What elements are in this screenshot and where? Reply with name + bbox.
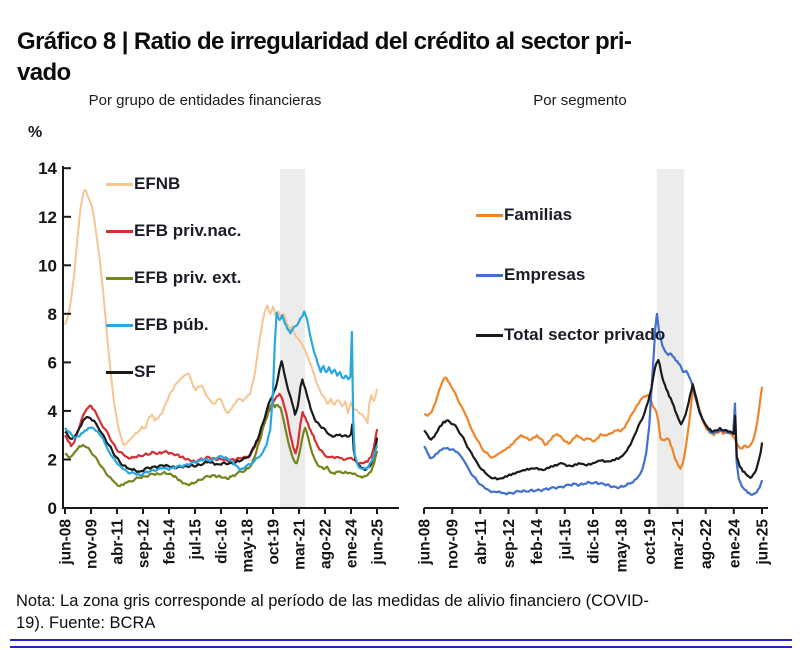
y-tick-label: 4 xyxy=(48,402,58,421)
x-tick-label: oct-19 xyxy=(266,519,283,565)
legend-item-efb-priv-ext: EFB priv. ext. xyxy=(106,267,241,289)
x-tick-label: jun-08 xyxy=(417,519,434,566)
legend-swatch-efb-pub xyxy=(106,323,133,327)
series-efb-priv-nac xyxy=(64,392,379,465)
x-tick-label: mar-21 xyxy=(670,519,687,570)
legend-swatch-efb-priv-nac xyxy=(106,229,133,233)
chart-title-line2: vado xyxy=(17,59,71,87)
legend-label-total-sector-privado: Total sector privado xyxy=(504,325,666,344)
y-tick-label: 2 xyxy=(48,451,57,470)
x-tick-label: nov-09 xyxy=(84,519,101,569)
legend-item-empresas: Empresas xyxy=(476,264,665,286)
series-familias xyxy=(423,376,764,470)
legend-item-efnb: EFNB xyxy=(106,173,241,195)
left-panel-title: Por grupo de entidades financieras xyxy=(88,92,322,109)
legend-item-sf: SF xyxy=(106,361,241,383)
x-tick-label: jun-08 xyxy=(58,519,75,566)
series-efb-pub xyxy=(64,310,379,477)
legend-segments: Familias Empresas Total sector privado xyxy=(476,204,665,346)
x-tick-label: may-18 xyxy=(240,519,257,573)
y-tick-label: 12 xyxy=(38,208,57,227)
x-tick-label: feb-14 xyxy=(162,519,179,565)
legend-item-efb-priv-nac: EFB priv.nac. xyxy=(106,220,241,242)
footnote: Nota: La zona gris corresponde al períod… xyxy=(16,591,794,635)
legend-label-familias: Familias xyxy=(504,205,573,224)
x-tick-label: oct-19 xyxy=(642,519,659,565)
chart-title: Gráfico 8 | Ratio de irregularidad del c… xyxy=(17,26,632,88)
legend-swatch-empresas xyxy=(476,273,503,277)
x-tick-label: jul-15 xyxy=(188,519,205,561)
legend-label-sf: SF xyxy=(134,362,156,381)
panel-segments: jun-08 nov-09 abr-11 sep-12 feb-14 jul-15 dic-… xyxy=(417,169,772,572)
legend-item-efb-pub: EFB púb. xyxy=(106,314,241,336)
series-sf xyxy=(64,360,379,474)
y-axis-unit-label: % xyxy=(28,124,43,141)
series-total-sector-privado xyxy=(423,358,764,481)
x-tick-label: jun-25 xyxy=(370,519,387,566)
y-tick-label: 6 xyxy=(48,353,57,372)
legend-swatch-efnb xyxy=(106,182,133,186)
x-tick-label: feb-14 xyxy=(529,519,546,565)
legend-label-efb-pub: EFB púb. xyxy=(134,315,209,334)
y-tick-label: 14 xyxy=(38,159,57,178)
panel-entity-groups: 0 2 4 6 8 10 12 14 jun-08 nov-09 abr-11 sep-12 feb-1… xyxy=(38,159,399,572)
x-tick-label: abr-11 xyxy=(473,519,490,565)
y-tick-label: 0 xyxy=(48,499,57,518)
footnote-line1: Nota: La zona gris corresponde al períod… xyxy=(16,592,649,610)
x-tick-label: ago-22 xyxy=(318,519,335,569)
bottom-divider xyxy=(10,639,792,648)
footnote-line2: 19). Fuente: BCRA xyxy=(16,613,156,632)
legend-entity-groups: EFNB EFB priv.nac. EFB priv. ext. EFB púb. S… xyxy=(106,173,241,383)
legend-swatch-efb-priv-ext xyxy=(106,276,133,280)
legend-label-efnb: EFNB xyxy=(134,174,181,193)
x-tick-label: ene-24 xyxy=(726,519,743,568)
series-efnb xyxy=(64,189,379,446)
legend-label-efb-priv-ext: EFB priv. ext. xyxy=(134,268,242,287)
x-tick-label: jun-25 xyxy=(755,519,772,566)
x-tick-label: ene-24 xyxy=(344,519,361,568)
y-tick-label: 10 xyxy=(38,256,57,275)
x-tick-label: nov-09 xyxy=(445,519,462,569)
legend-label-efb-priv-nac: EFB priv.nac. xyxy=(134,221,242,240)
x-tick-label: dic-16 xyxy=(586,519,603,564)
x-tick-label: jul-15 xyxy=(557,519,574,561)
x-tick-label: mar-21 xyxy=(292,519,309,570)
legend-swatch-total-sector-privado xyxy=(476,333,503,337)
chart-title-line1: Gráfico 8 | Ratio de irregularidad del c… xyxy=(17,28,632,56)
series-efb-priv-ext xyxy=(64,402,379,488)
legend-label-empresas: Empresas xyxy=(504,265,586,284)
legend-item-familias: Familias xyxy=(476,204,665,226)
x-tick-label: abr-11 xyxy=(110,519,127,565)
x-tick-label: may-18 xyxy=(614,519,631,573)
x-tick-label: sep-12 xyxy=(501,519,518,568)
y-tick-label: 8 xyxy=(48,305,57,324)
legend-swatch-sf xyxy=(106,370,133,374)
right-panel-title: Por segmento xyxy=(533,92,627,109)
x-tick-label: ago-22 xyxy=(698,519,715,569)
legend-item-total-sector-privado: Total sector privado xyxy=(476,324,665,346)
x-tick-label: dic-16 xyxy=(214,519,231,564)
legend-swatch-familias xyxy=(476,213,503,217)
x-tick-label: sep-12 xyxy=(136,519,153,568)
